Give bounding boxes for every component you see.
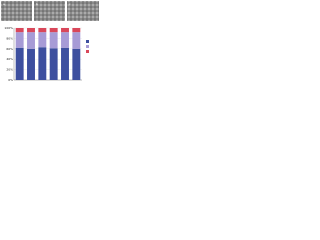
- y-tick-label: 40%: [6, 57, 13, 61]
- bar-segment: [15, 47, 24, 80]
- y-tick-label: 20%: [6, 68, 13, 72]
- bar-segment: [27, 28, 35, 33]
- bar-segment: [38, 32, 47, 48]
- figure: a b c 0% 20% 40% 60% 80% 100%: [1, 1, 99, 82]
- bar-segment: [72, 32, 81, 49]
- bar-segment: [49, 48, 58, 80]
- bar-segment: [15, 32, 24, 48]
- micrograph: [1, 1, 32, 21]
- bar-segment: [61, 28, 69, 33]
- bar-segment: [27, 48, 35, 80]
- legend-swatch: [86, 45, 89, 48]
- bar-segment: [38, 47, 47, 80]
- micrograph: [34, 1, 65, 21]
- legend-swatch: [86, 40, 89, 43]
- panel-label: b: [36, 2, 38, 6]
- bar-segment: [49, 32, 58, 49]
- legend-swatch: [86, 50, 89, 53]
- bar-segment: [15, 28, 24, 33]
- panel-label: a: [3, 2, 5, 6]
- y-tick-label: 80%: [6, 36, 13, 40]
- bar-segment: [72, 28, 81, 33]
- bar-segment: [61, 47, 69, 80]
- micrograph: [67, 1, 99, 21]
- bar-segment: [27, 32, 35, 49]
- bar-segment: [38, 28, 47, 33]
- bar-segment: [72, 48, 81, 80]
- bar-segment: [61, 32, 69, 48]
- panel-label: c: [69, 2, 71, 6]
- bar-segment: [49, 28, 58, 33]
- y-tick-label: 100%: [4, 26, 13, 30]
- y-tick-label: 0%: [8, 78, 13, 82]
- chart: 0% 20% 40% 60% 80% 100%: [4, 26, 89, 82]
- y-tick-label: 60%: [6, 47, 13, 51]
